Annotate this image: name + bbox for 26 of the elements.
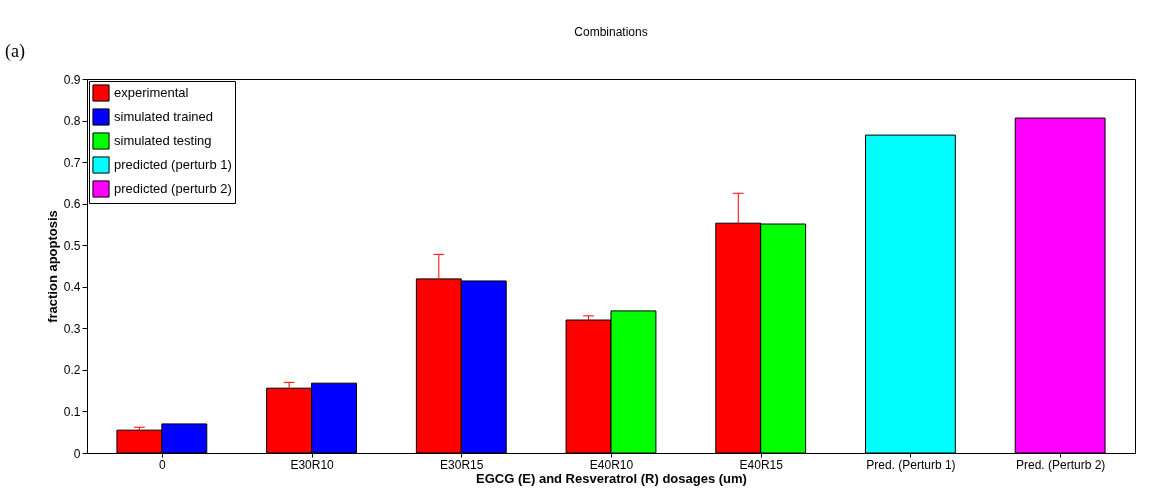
y-tick-label: 0.5 xyxy=(63,238,81,253)
x-tick-label: E30R15 xyxy=(440,457,484,472)
y-tick-label: 0.4 xyxy=(63,280,81,295)
x-tick-label: Pred. (Perturb 2) xyxy=(1015,457,1106,472)
x-tick-label: E30R10 xyxy=(290,457,335,472)
y-tick-label: 0.2 xyxy=(63,363,81,378)
y-tick-label: 0 xyxy=(73,446,81,461)
y-tick-label: 0.8 xyxy=(63,114,81,129)
x-tick-label: E40R10 xyxy=(589,457,634,472)
y-axis-title: fraction apoptosis xyxy=(44,210,60,323)
y-tick-label: 0.1 xyxy=(63,404,81,419)
y-tick-label: 0.3 xyxy=(63,321,81,336)
chart-title: Combinations xyxy=(574,25,648,39)
y-tick-label: 0.7 xyxy=(63,155,81,170)
y-tick-label: 0.9 xyxy=(63,72,81,87)
x-tick-label: Pred. (Perturb 1) xyxy=(866,457,956,472)
legend-label: simulated trained xyxy=(114,109,213,124)
text: (a) xyxy=(5,41,25,62)
legend-label: simulated testing xyxy=(114,133,212,148)
y-tick-label: 0.6 xyxy=(63,197,81,212)
x-axis-title: EGCG (E) and Resveratrol (R) dosages (um) xyxy=(476,470,747,486)
x-tick-label: 0 xyxy=(159,457,167,472)
legend-label: predicted (perturb 1) xyxy=(114,157,232,172)
x-tick-label: E40R15 xyxy=(739,457,784,472)
legend-label: experimental xyxy=(114,85,189,100)
legend-label: predicted (perturb 2) xyxy=(114,181,232,196)
